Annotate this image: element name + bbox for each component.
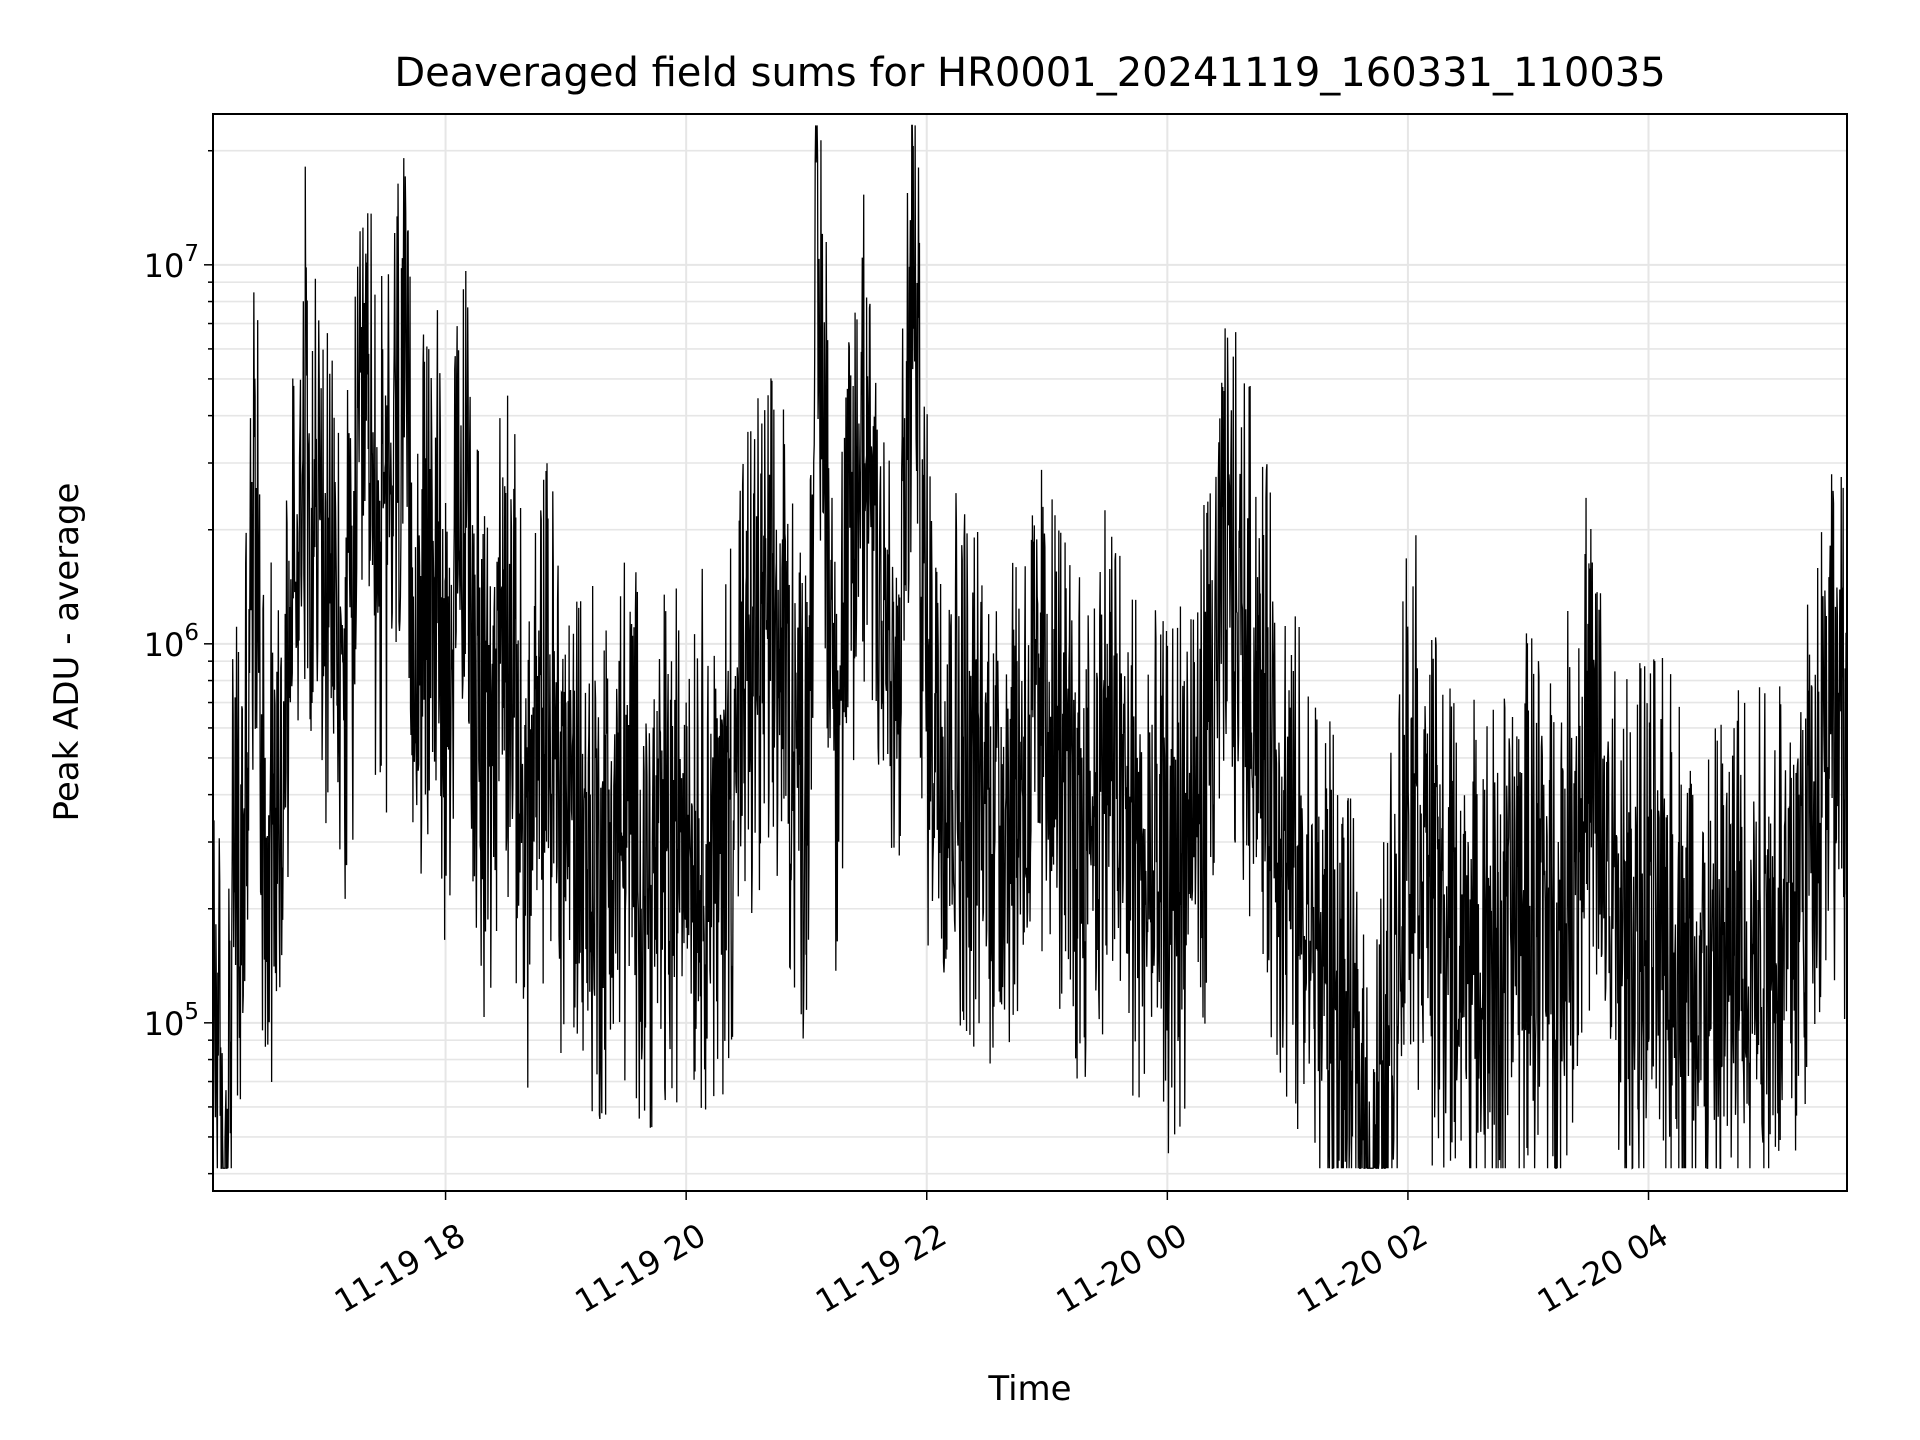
y-axis-label: Peak ADU - average xyxy=(47,483,87,822)
plot-frame xyxy=(212,113,1848,1192)
chart-title: Deaveraged field sums for HR0001_2024111… xyxy=(394,50,1665,96)
y-tick-label: 106 xyxy=(144,620,199,664)
y-tick-label: 105 xyxy=(144,999,199,1043)
y-tick-label: 107 xyxy=(144,241,199,285)
x-axis-label: Time xyxy=(987,1369,1071,1409)
series-line-0 xyxy=(212,124,1848,1170)
